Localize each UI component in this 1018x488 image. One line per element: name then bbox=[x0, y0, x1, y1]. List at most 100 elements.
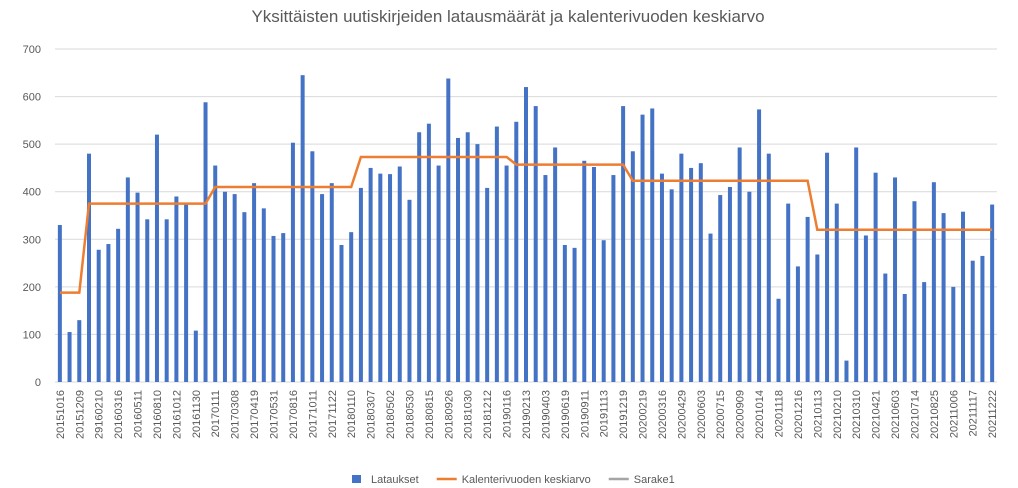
x-tick-label: 20170111 bbox=[210, 390, 222, 437]
bar bbox=[329, 183, 334, 382]
bar bbox=[718, 195, 723, 382]
bar bbox=[591, 166, 596, 382]
bar bbox=[795, 266, 800, 382]
y-tick-label: 300 bbox=[23, 234, 41, 246]
bar bbox=[281, 233, 286, 382]
x-tick-label: 20200909 bbox=[735, 390, 747, 439]
bar bbox=[990, 204, 995, 382]
bar bbox=[320, 194, 325, 382]
x-tick-label: 20191219 bbox=[618, 390, 630, 439]
x-tick-label: 20181212 bbox=[482, 390, 494, 439]
bar bbox=[339, 244, 344, 382]
bar bbox=[514, 121, 519, 382]
x-tick-label: 20161012 bbox=[171, 390, 183, 439]
x-tick-label: 20201118 bbox=[773, 390, 785, 437]
x-tick-label: 20151016 bbox=[55, 390, 67, 439]
bar bbox=[747, 191, 752, 382]
bar bbox=[261, 208, 266, 382]
bar bbox=[708, 233, 713, 382]
bar bbox=[184, 203, 189, 382]
bar bbox=[970, 260, 975, 382]
bar bbox=[640, 114, 645, 383]
y-tick-label: 0 bbox=[35, 377, 41, 389]
legend-label: Lataukset bbox=[371, 474, 419, 486]
x-tick-label: 20170308 bbox=[230, 390, 242, 439]
bar bbox=[961, 211, 966, 382]
bar bbox=[863, 235, 868, 382]
bar bbox=[436, 165, 441, 382]
y-tick-label: 400 bbox=[23, 187, 41, 199]
bar bbox=[611, 175, 616, 382]
bar bbox=[553, 147, 558, 382]
bar bbox=[193, 330, 198, 382]
bar bbox=[698, 163, 703, 382]
bar bbox=[135, 192, 140, 382]
x-tick-label: 20201216 bbox=[793, 390, 805, 439]
legend-swatch bbox=[352, 475, 361, 483]
bar bbox=[776, 298, 781, 382]
bar bbox=[805, 216, 810, 382]
bar bbox=[86, 153, 91, 382]
y-tick-label: 200 bbox=[23, 282, 41, 294]
x-tick-label: 20180110 bbox=[346, 390, 358, 438]
bar bbox=[494, 126, 499, 382]
bar bbox=[116, 228, 121, 382]
bar bbox=[164, 219, 169, 382]
bar bbox=[825, 152, 830, 382]
bar bbox=[669, 189, 674, 382]
x-tick-label: 29160210 bbox=[94, 390, 106, 439]
bar bbox=[941, 213, 946, 382]
x-tick-label: 20170531 bbox=[269, 390, 281, 439]
bar bbox=[242, 212, 247, 382]
bar bbox=[203, 102, 208, 382]
bar bbox=[727, 186, 732, 382]
bar bbox=[67, 332, 72, 382]
bar bbox=[621, 106, 626, 382]
bar bbox=[902, 293, 907, 382]
x-tick-label: 20211006 bbox=[948, 390, 960, 438]
x-tick-label: 20190911 bbox=[579, 390, 591, 438]
bar bbox=[378, 173, 383, 382]
y-tick-label: 600 bbox=[23, 92, 41, 104]
bar bbox=[125, 177, 130, 382]
bar bbox=[368, 167, 373, 382]
bar bbox=[504, 165, 509, 382]
bar bbox=[349, 232, 354, 382]
bar bbox=[834, 203, 839, 382]
bar bbox=[271, 235, 276, 382]
x-tick-label: 20191113 bbox=[599, 390, 611, 437]
x-tick-label: 20190619 bbox=[560, 390, 572, 439]
x-tick-label: 20170419 bbox=[249, 390, 261, 439]
bar bbox=[533, 106, 538, 382]
bar bbox=[543, 175, 548, 382]
bar bbox=[601, 240, 606, 382]
legend-label: Sarake1 bbox=[634, 474, 675, 486]
bar bbox=[456, 137, 461, 382]
bar bbox=[922, 282, 927, 382]
bar bbox=[873, 172, 878, 382]
bar bbox=[426, 123, 431, 383]
bar bbox=[630, 151, 635, 382]
x-tick-label: 20210603 bbox=[890, 390, 902, 439]
x-tick-label: 20211222 bbox=[987, 390, 999, 438]
bar bbox=[290, 142, 295, 382]
bar bbox=[766, 153, 771, 382]
bar bbox=[77, 320, 82, 382]
bar bbox=[397, 166, 402, 382]
bar bbox=[931, 182, 936, 382]
bar bbox=[854, 147, 859, 382]
bar bbox=[358, 187, 363, 382]
x-tick-label: 20200219 bbox=[638, 390, 650, 439]
bar bbox=[174, 196, 179, 382]
x-tick-label: 20210825 bbox=[929, 390, 941, 439]
bar bbox=[465, 132, 470, 382]
bar bbox=[388, 174, 393, 382]
x-tick-label: 20181030 bbox=[463, 390, 475, 439]
bar bbox=[96, 249, 101, 382]
bar bbox=[883, 273, 888, 382]
x-tick-label: 20200429 bbox=[676, 390, 688, 439]
x-tick-label: 20200603 bbox=[696, 390, 708, 439]
bar bbox=[786, 203, 791, 382]
x-tick-label: 20190116 bbox=[502, 390, 514, 438]
x-tick-label: 20180307 bbox=[366, 390, 378, 439]
